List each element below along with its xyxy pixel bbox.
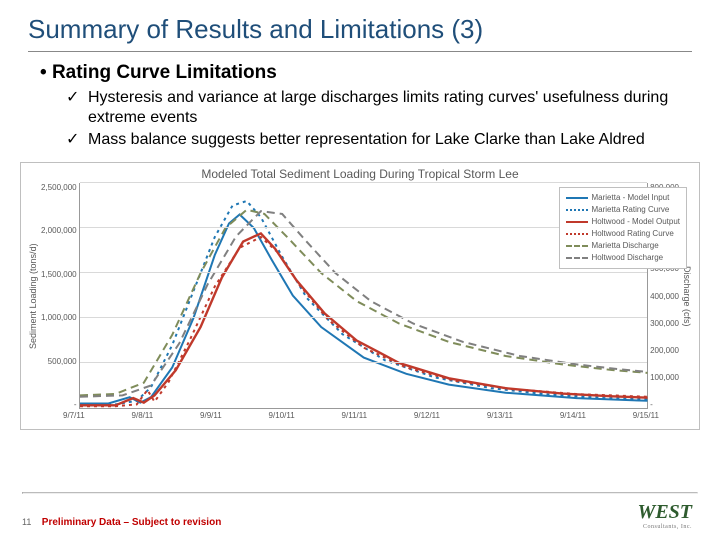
footer: 11 Preliminary Data – Subject to revisio… [0, 501, 720, 530]
bullet-list: ✓ Hysteresis and variance at large disch… [0, 88, 720, 158]
chart-title: Modeled Total Sediment Loading During Tr… [27, 167, 693, 181]
chart-legend: Marietta - Model InputMarietta Rating Cu… [559, 187, 688, 269]
check-icon: ✓ [66, 88, 79, 108]
chart-container: Modeled Total Sediment Loading During Tr… [20, 162, 700, 430]
heading-text: Rating Curve Limitations [52, 62, 277, 83]
list-item: ✓ Mass balance suggests better represent… [88, 130, 680, 150]
x-ticks: 9/7/119/8/119/9/119/10/119/11/119/12/119… [27, 409, 663, 420]
logo: WEST Consultants, Inc. [638, 501, 698, 530]
check-icon: ✓ [66, 130, 79, 150]
heading-bullet: • [40, 62, 47, 83]
y-ticks-left: 2,500,0002,000,0001,500,0001,000,000500,… [39, 183, 79, 409]
logo-subtext: Consultants, Inc. [638, 524, 692, 530]
slide-title: Summary of Results and Limitations (3) [0, 0, 720, 51]
disclaimer: Preliminary Data – Subject to revision [42, 517, 222, 528]
section-heading: • Rating Curve Limitations [0, 60, 720, 88]
page-number: 11 [22, 517, 31, 527]
footer-rule [22, 492, 698, 494]
title-rule [28, 51, 692, 52]
list-item: ✓ Hysteresis and variance at large disch… [88, 88, 680, 128]
y-axis-label-left: Sediment Loading (tons/d) [27, 183, 39, 409]
bullet-text: Hysteresis and variance at large dischar… [88, 89, 668, 126]
logo-text: WEST [638, 501, 692, 523]
bullet-text: Mass balance suggests better representat… [88, 131, 645, 148]
